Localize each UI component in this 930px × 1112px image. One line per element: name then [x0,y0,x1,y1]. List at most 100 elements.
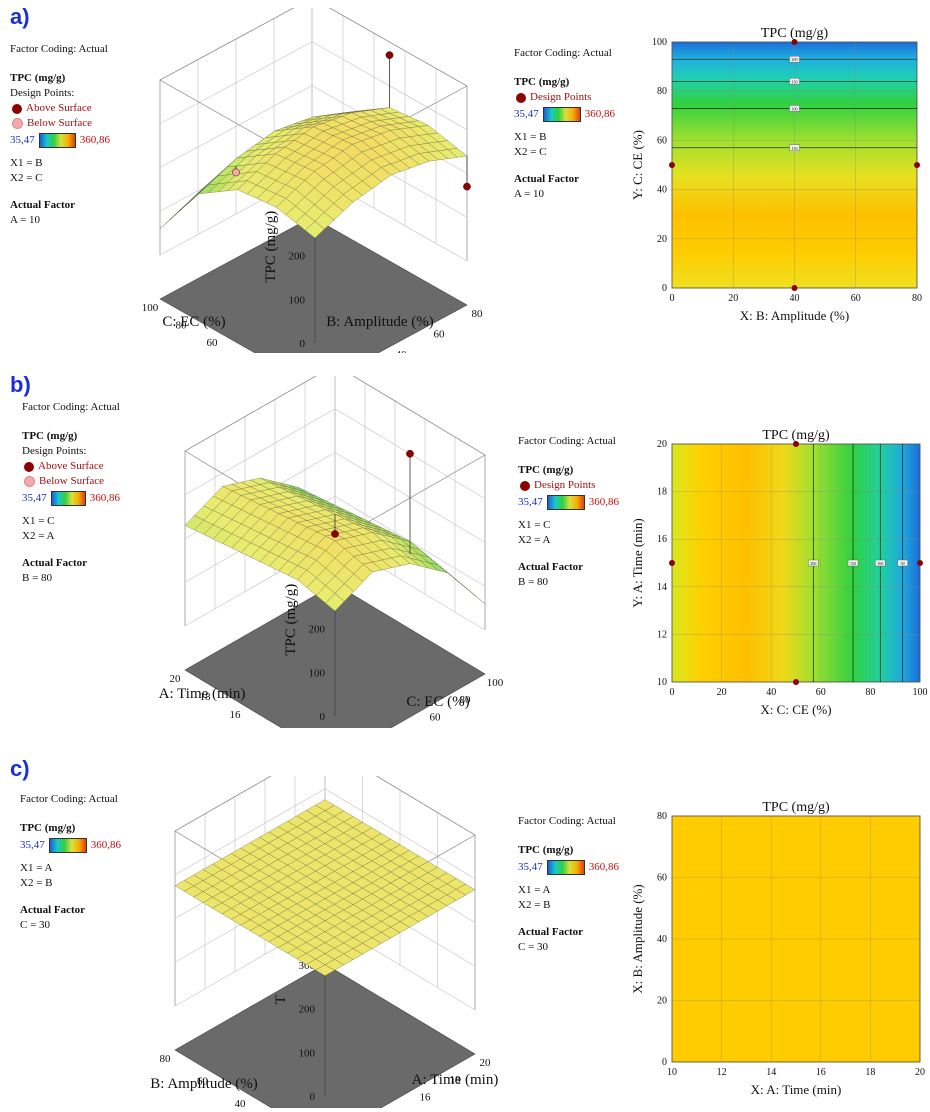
wall-grid [159,8,468,87]
z-tick-label: 100 [289,294,306,306]
scale-max: 360,86 [89,492,120,504]
contour-label: 150 [792,146,798,151]
y-tick-label: 0 [662,283,667,294]
panel-label: a) [10,4,30,29]
z-tick-label: 100 [309,667,326,679]
x-tick-label: 16 [816,1067,826,1078]
below-surface-dot-icon [12,118,23,129]
design-point [914,162,920,168]
x-tick-label: 60 [816,687,826,698]
floor-plane [159,216,468,353]
design-points-label: Design Points: [22,445,87,457]
y-axis-label: Y: C: CE (%) [630,130,645,200]
color-bar [546,860,585,875]
y-tick-label: 20 [170,673,182,685]
design-point [406,449,414,458]
x1-factor: X1 = C [22,515,55,527]
wall-grid [174,788,476,880]
above-surface-label: Above Surface [38,460,104,472]
x-tick-label: 20 [480,1057,492,1069]
below-surface-label: Below Surface [27,117,93,129]
x2-factor: X2 = A [518,534,551,546]
actual-factor-value: B = 80 [518,576,549,588]
x-axis-label: X: B: Amplitude (%) [740,308,849,323]
y-tick-label: 10 [657,677,667,688]
contour-label-box [847,559,859,567]
scale-max: 360,86 [588,496,619,508]
design-points-label: Design Points: [10,87,75,99]
below-surface-label: Below Surface [39,475,105,487]
x2-factor: X2 = C [10,172,43,184]
x-tick-label: 60 [851,293,861,304]
y-axis-label: A: Time (min) [159,686,246,702]
x-tick-label: 40 [790,293,800,304]
design-point [331,530,339,538]
x2-factor: X2 = B [20,877,53,889]
actual-factor-heading: Actual Factor [22,557,88,569]
surface-patch [315,964,335,976]
x-tick-label: 14 [766,1067,776,1078]
y-tick-label: 14 [260,727,272,728]
design-point [793,679,799,685]
contour-label: 150 [792,79,798,84]
x1-factor: X1 = C [518,519,551,531]
contour-label-box [875,559,886,567]
y-tick-label: 18 [657,487,667,498]
x-tick-label: 60 [430,711,442,723]
x-axis-label: C: EC (%) [406,694,469,710]
z-axis-label: T [273,995,289,1004]
y-axis-label: Y: A: Time (min) [630,518,645,607]
x-tick-label: 10 [667,1067,677,1078]
contour-plot-c: 10 12 14 16 18 20 0 20 40 60 80 TPC (mg/g) X: A: Tim… [630,800,925,1097]
y-axis-label: X: B: Amplitude (%) [630,884,645,993]
x-tick-label: 16 [420,1091,432,1103]
wall-grid [184,408,486,500]
surface-patch [305,221,325,239]
design-points-label: Design Points [534,479,596,491]
contour-label: 150 [850,561,856,566]
color-bar [50,491,86,506]
x1-factor: X1 = B [514,131,547,143]
y-tick-label: 16 [230,709,242,721]
panel-a: a) Factor Coding: Actual TPC (mg/g) Desi… [0,0,930,360]
color-scale: 35,47 360,86 [514,107,634,122]
response-name: TPC (mg/g) [514,76,570,88]
y-tick-label: 20 [657,996,667,1007]
y-tick-label: 0 [662,1057,667,1068]
color-bar [542,107,581,122]
contour-label: 50 [901,561,905,566]
design-point [669,162,675,168]
color-scale: 35,47 360,86 [518,860,630,875]
y-tick-label: 20 [657,234,667,245]
factor-coding: Factor Coding: Actual [518,435,616,447]
x2-factor: X2 = B [518,899,551,911]
scale-max: 360,86 [584,108,615,120]
actual-factor-heading: Actual Factor [20,904,86,916]
surface-legend: Factor Coding: Actual TPC (mg/g) 35,47 36… [20,792,138,933]
surface-patch [325,593,345,612]
contour-label: 100 [792,106,798,111]
contour-label: 200 [792,57,798,62]
color-scale: 35,47 360,86 [10,133,110,148]
x-tick-label: 20 [728,293,738,304]
x1-factor: X1 = A [518,884,551,896]
contour-legend: Factor Coding: Actual TPC (mg/g) Design … [514,46,634,202]
y-tick-label: 12 [657,629,667,640]
design-point [791,285,798,291]
z-tick-label: 0 [310,1091,316,1103]
contour-label-box [897,559,908,567]
factor-coding: Factor Coding: Actual [22,401,120,413]
actual-factor-heading: Actual Factor [518,926,584,938]
design-point [793,441,799,447]
z-tick-label: 200 [299,1004,316,1016]
top-frame [159,8,468,169]
color-bar [48,838,87,853]
design-point [791,39,798,45]
scale-min: 35,47 [22,492,47,504]
x1-factor: X1 = B [10,157,43,169]
actual-factor-value: C = 30 [20,919,51,931]
contour-title: TPC (mg/g) [762,428,830,443]
z-tick-label: 100 [299,1047,316,1059]
below-surface-dot-icon [24,476,35,487]
contour-label-box [808,559,819,567]
